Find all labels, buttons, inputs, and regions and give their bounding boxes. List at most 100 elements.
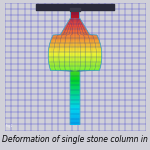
Polygon shape <box>70 9 80 10</box>
Polygon shape <box>50 66 100 67</box>
Polygon shape <box>70 115 80 116</box>
Polygon shape <box>70 121 80 122</box>
Polygon shape <box>50 43 100 44</box>
Polygon shape <box>64 28 86 29</box>
Polygon shape <box>48 60 102 61</box>
Polygon shape <box>70 101 80 102</box>
Polygon shape <box>70 109 80 110</box>
Polygon shape <box>53 34 97 35</box>
Polygon shape <box>49 64 101 65</box>
Text: Fig 2: Fig 2 <box>6 123 12 127</box>
Polygon shape <box>63 29 87 30</box>
Polygon shape <box>70 10 80 11</box>
Polygon shape <box>49 45 101 46</box>
Polygon shape <box>70 79 80 80</box>
Polygon shape <box>48 56 102 57</box>
Polygon shape <box>70 106 80 107</box>
Polygon shape <box>50 42 100 43</box>
Polygon shape <box>70 87 80 88</box>
Polygon shape <box>70 77 80 78</box>
Polygon shape <box>70 75 80 76</box>
Polygon shape <box>69 20 81 21</box>
Polygon shape <box>70 94 80 95</box>
Polygon shape <box>70 80 80 81</box>
Polygon shape <box>70 97 80 98</box>
Polygon shape <box>70 104 80 105</box>
Polygon shape <box>70 93 80 94</box>
Polygon shape <box>70 74 80 75</box>
Polygon shape <box>70 110 80 111</box>
Polygon shape <box>70 114 80 115</box>
Polygon shape <box>70 81 80 82</box>
Polygon shape <box>49 46 101 47</box>
Polygon shape <box>65 27 85 28</box>
Polygon shape <box>66 25 84 26</box>
Polygon shape <box>70 18 80 19</box>
Polygon shape <box>50 68 100 69</box>
Polygon shape <box>49 65 101 66</box>
Polygon shape <box>50 41 100 42</box>
Polygon shape <box>70 107 80 108</box>
Polygon shape <box>51 40 99 41</box>
Polygon shape <box>70 84 80 85</box>
Polygon shape <box>67 23 83 24</box>
Polygon shape <box>49 62 101 63</box>
Polygon shape <box>70 11 80 12</box>
Polygon shape <box>48 59 102 60</box>
Polygon shape <box>70 116 80 117</box>
Polygon shape <box>50 67 100 68</box>
Polygon shape <box>65 26 85 27</box>
Polygon shape <box>48 55 102 56</box>
Polygon shape <box>48 53 102 54</box>
Polygon shape <box>53 35 97 36</box>
Polygon shape <box>51 39 99 40</box>
Polygon shape <box>50 44 100 45</box>
Polygon shape <box>70 71 80 72</box>
Polygon shape <box>70 78 80 79</box>
Polygon shape <box>70 83 80 84</box>
Polygon shape <box>70 82 80 83</box>
Polygon shape <box>70 118 80 119</box>
Polygon shape <box>70 88 80 89</box>
Polygon shape <box>70 102 80 103</box>
Polygon shape <box>70 17 80 18</box>
Polygon shape <box>52 36 98 37</box>
Polygon shape <box>48 54 102 55</box>
Polygon shape <box>70 113 80 114</box>
Polygon shape <box>49 48 101 49</box>
Polygon shape <box>51 38 99 39</box>
Polygon shape <box>70 99 80 100</box>
Polygon shape <box>70 100 80 101</box>
Polygon shape <box>48 57 102 58</box>
Polygon shape <box>70 76 80 77</box>
Polygon shape <box>52 37 98 38</box>
Polygon shape <box>70 105 80 106</box>
Polygon shape <box>70 90 80 91</box>
Polygon shape <box>61 32 88 33</box>
Polygon shape <box>70 103 80 104</box>
Polygon shape <box>70 111 80 112</box>
Polygon shape <box>51 70 99 71</box>
Polygon shape <box>70 72 80 73</box>
Polygon shape <box>70 12 80 13</box>
Polygon shape <box>70 92 80 93</box>
Polygon shape <box>63 30 87 31</box>
Polygon shape <box>48 50 102 51</box>
Polygon shape <box>49 63 101 64</box>
Polygon shape <box>70 96 80 97</box>
Polygon shape <box>70 16 80 17</box>
Polygon shape <box>61 33 89 34</box>
Polygon shape <box>70 89 80 90</box>
Text: Deformation of single stone column in numerical an: Deformation of single stone column in nu… <box>2 135 150 144</box>
Polygon shape <box>70 98 80 99</box>
Polygon shape <box>70 14 80 15</box>
Polygon shape <box>48 58 102 59</box>
Polygon shape <box>70 112 80 113</box>
Polygon shape <box>49 61 101 62</box>
Polygon shape <box>62 31 88 32</box>
Polygon shape <box>70 15 80 16</box>
Polygon shape <box>48 51 102 52</box>
Polygon shape <box>70 117 80 118</box>
Polygon shape <box>70 95 80 96</box>
Polygon shape <box>50 69 100 70</box>
